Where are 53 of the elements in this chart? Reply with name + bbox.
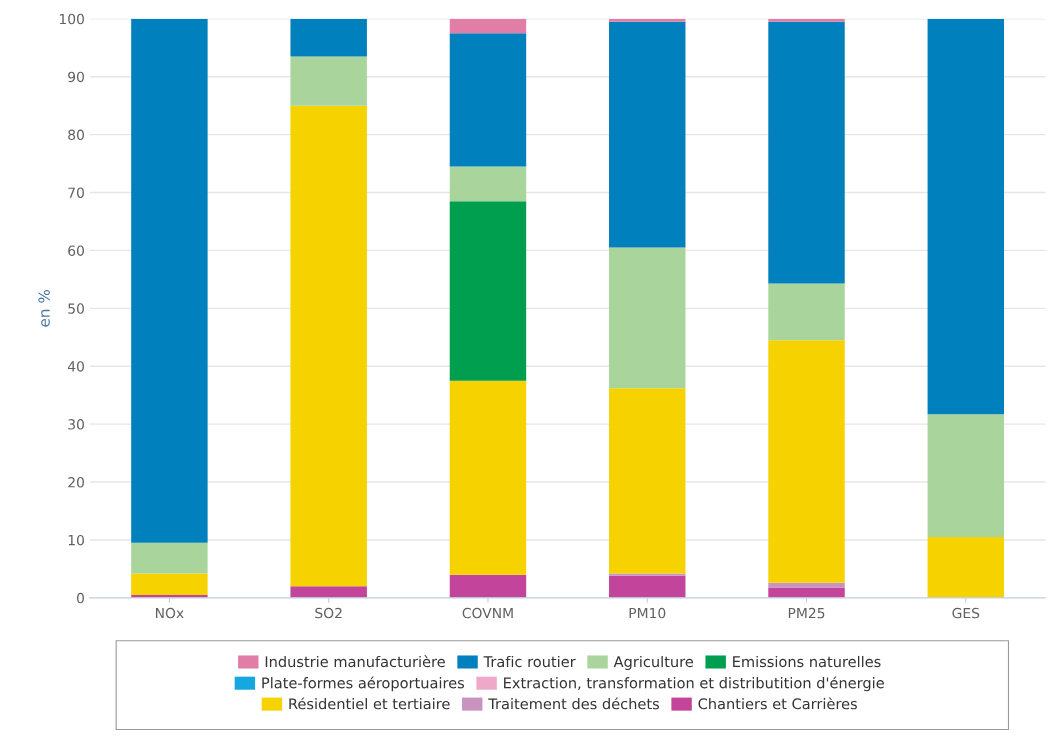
- bar: [290, 105, 367, 587]
- bar: [609, 575, 686, 598]
- bar: [449, 166, 527, 202]
- y-tick-label: 10: [68, 534, 84, 546]
- bar: [290, 586, 367, 598]
- y-tick-label: 50: [68, 303, 84, 314]
- bar: [609, 21, 686, 248]
- bar: [609, 18, 686, 22]
- bar: [609, 247, 686, 389]
- legend-label: Traitement des déchets: [488, 697, 660, 710]
- legend-label: Extraction, transformation et distributition d'énergie: [504, 676, 884, 692]
- bar: [449, 574, 527, 598]
- legend-label: Emissions naturelles: [733, 655, 881, 668]
- bar: [131, 18, 208, 543]
- bar: [290, 18, 367, 57]
- y-tick-label: 40: [67, 361, 84, 372]
- y-axis-title: en %: [38, 289, 50, 327]
- y-tick-label: 100: [59, 13, 84, 25]
- legend-label: Trafic routier: [483, 655, 576, 668]
- bar: [927, 414, 1005, 538]
- y-tick-label: 20: [68, 477, 84, 488]
- bar: [768, 283, 845, 341]
- legend-label: Résidentiel et tertiaire: [289, 697, 450, 710]
- bar: [131, 573, 208, 595]
- bar: [768, 340, 845, 583]
- x-tick-label: PM25: [788, 607, 825, 619]
- bar: [609, 388, 686, 574]
- x-tick-label: SO2: [315, 607, 342, 619]
- bar: [449, 18, 527, 34]
- legend-label: Plate-formes aéroportuaires: [262, 676, 465, 692]
- legend-label: Industrie manufacturière: [265, 655, 445, 668]
- bar: [768, 587, 845, 598]
- bar: [449, 201, 527, 381]
- legend-label: Chantiers et Carrières: [698, 697, 857, 710]
- y-tick-label: 70: [68, 187, 84, 198]
- y-tick-label: 30: [68, 419, 84, 430]
- bar: [768, 21, 845, 284]
- y-tick-label: 60: [68, 245, 84, 256]
- bar: [449, 380, 527, 575]
- x-tick-label: GES: [952, 607, 980, 619]
- y-tick-label: 0: [76, 592, 84, 604]
- x-tick-label: NOx: [155, 607, 184, 619]
- x-tick-label: COVNM: [462, 607, 513, 619]
- bar: [927, 537, 1005, 598]
- y-tick-label: 90: [68, 71, 84, 83]
- bar: [290, 56, 367, 106]
- bar: [768, 18, 845, 22]
- legend-label: Agriculture: [613, 655, 694, 671]
- x-tick-label: PM10: [629, 607, 666, 619]
- bar: [449, 33, 527, 167]
- bar: [131, 542, 208, 574]
- y-tick-label: 80: [68, 129, 84, 141]
- bar: [927, 18, 1005, 415]
